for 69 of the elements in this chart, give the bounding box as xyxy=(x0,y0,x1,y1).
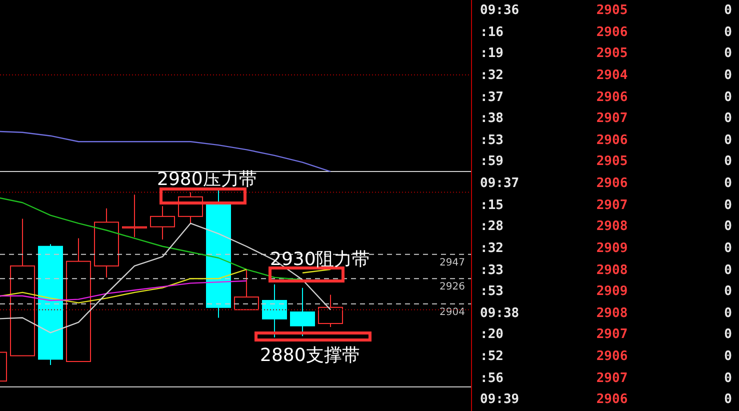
text: 2906 xyxy=(595,88,629,107)
text: :16 xyxy=(480,24,504,42)
text: 2904 xyxy=(595,66,629,85)
text: 0 xyxy=(723,88,732,107)
text: 2909 xyxy=(595,283,629,302)
text: 09:38 xyxy=(480,304,520,323)
text: :33 xyxy=(480,262,504,280)
text: :28 xyxy=(480,218,504,236)
text: 2905 xyxy=(595,2,629,20)
text: 2909 xyxy=(595,240,629,258)
text: 2906 xyxy=(595,24,629,42)
text: 2906 xyxy=(595,348,629,366)
text: 0 xyxy=(723,153,732,172)
ref-line-label: 2926 xyxy=(440,282,465,293)
text: 2907 xyxy=(595,110,629,128)
text: 0 xyxy=(723,45,732,64)
text: 2906 xyxy=(595,132,629,150)
text: 0 xyxy=(723,283,732,302)
annotation: 2880支撑带 xyxy=(260,345,360,366)
text: 2907 xyxy=(595,196,629,215)
candlestick xyxy=(290,287,315,337)
text: :59 xyxy=(480,153,504,172)
annotation: 2930阻力带 xyxy=(270,249,370,270)
text: 2906 xyxy=(595,391,629,410)
candlestick xyxy=(122,194,147,238)
text: 0 xyxy=(723,196,732,215)
text: 0 xyxy=(723,326,732,344)
candlestick xyxy=(206,189,231,318)
candlestick xyxy=(262,284,287,338)
text: :53 xyxy=(480,283,504,302)
text: 2907 xyxy=(595,370,629,388)
text: 0 xyxy=(723,370,732,388)
candlestick xyxy=(94,208,119,278)
text: 09:39 xyxy=(480,391,520,410)
text: 0 xyxy=(723,240,732,258)
text: 2906 xyxy=(595,175,629,194)
text: 0 xyxy=(723,24,732,42)
text: 0 xyxy=(723,66,732,85)
text: 2908 xyxy=(595,262,629,280)
text: 09:36 xyxy=(480,2,520,20)
text: 2908 xyxy=(595,304,629,323)
text: 0 xyxy=(723,132,732,150)
text: :56 xyxy=(480,370,504,388)
text: 0 xyxy=(723,304,732,323)
text: 2905 xyxy=(595,45,629,64)
ref-line-label: 2904 xyxy=(440,306,465,318)
text: 0 xyxy=(723,110,732,128)
annotation: 2980压力带 xyxy=(157,169,257,190)
text: :37 xyxy=(480,88,504,107)
text: 0 xyxy=(723,391,732,410)
text: 0 xyxy=(723,262,732,280)
text: 0 xyxy=(723,175,732,194)
text: :20 xyxy=(480,326,504,344)
text: 2908 xyxy=(595,218,629,236)
text: 2905 xyxy=(595,153,629,172)
candlestick xyxy=(150,206,175,240)
text: :32 xyxy=(480,240,504,258)
text: :32 xyxy=(480,66,504,85)
ref-line-label: 2947 xyxy=(440,257,465,268)
text: :53 xyxy=(480,132,504,150)
text: :38 xyxy=(480,110,504,128)
text: 2907 xyxy=(595,326,629,344)
text: 0 xyxy=(723,2,732,20)
text: :52 xyxy=(480,348,504,366)
text: 0 xyxy=(723,348,732,366)
text: :15 xyxy=(480,196,504,215)
text: 0 xyxy=(723,218,732,236)
text: 09:37 xyxy=(480,175,520,194)
text: :19 xyxy=(480,45,504,64)
